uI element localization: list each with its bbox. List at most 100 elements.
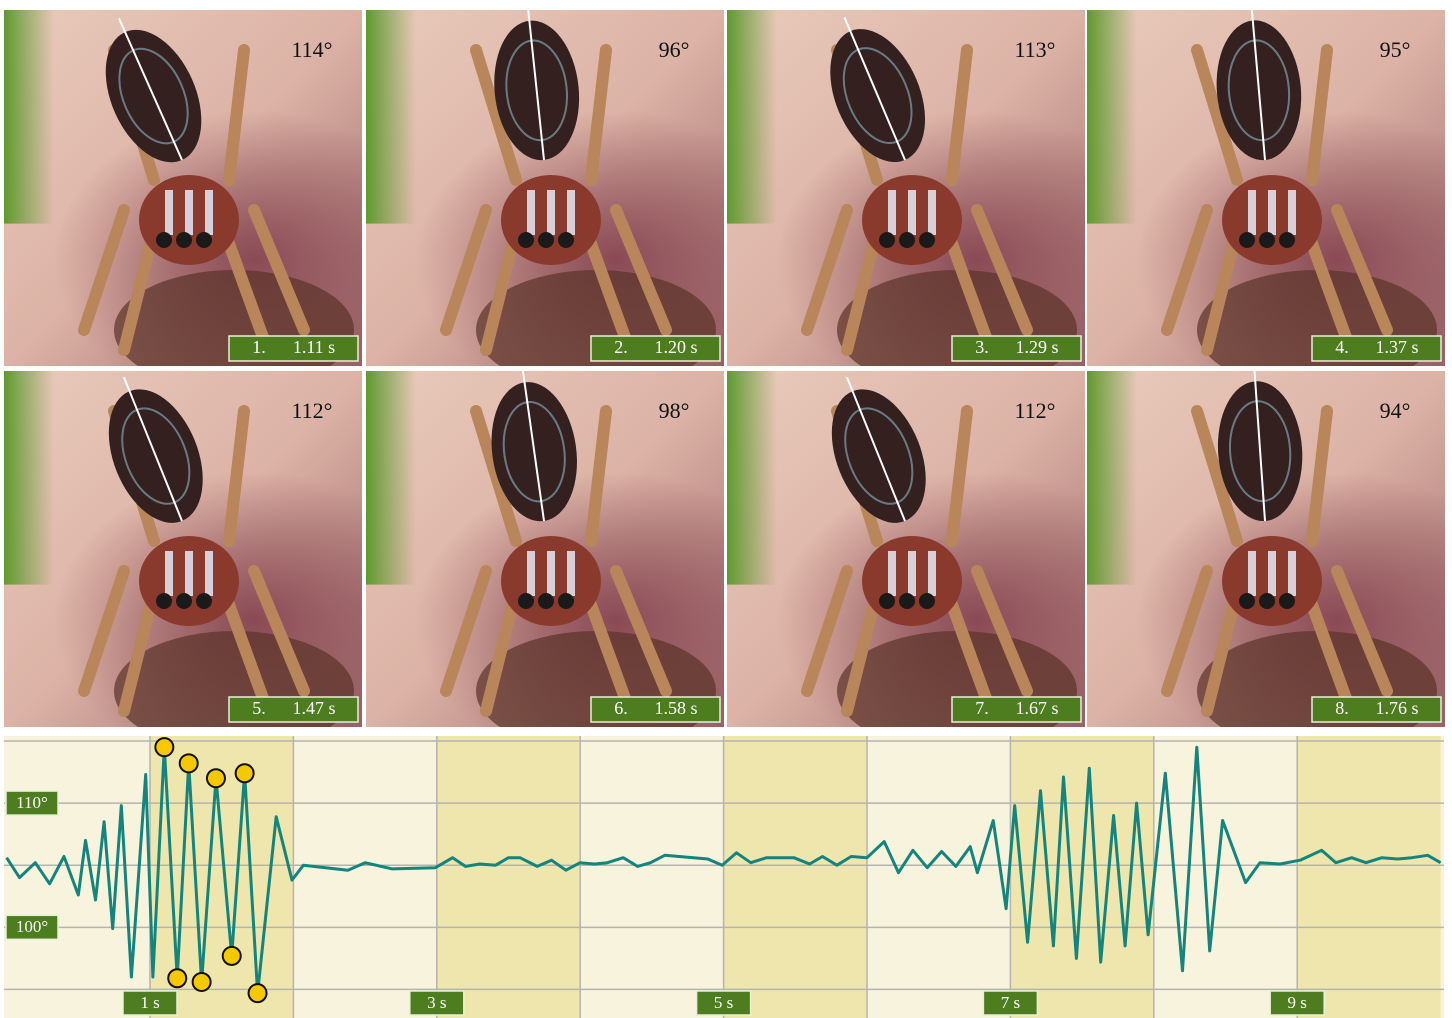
photo-stripe bbox=[205, 190, 213, 235]
photo-stripe bbox=[567, 190, 575, 235]
photo-stripe bbox=[1248, 190, 1256, 235]
highlight-marker bbox=[180, 754, 198, 772]
photo-bark bbox=[476, 631, 716, 751]
frame-number: 8. bbox=[1335, 698, 1349, 718]
photo-leaf bbox=[366, 371, 416, 585]
angle-label: 98° bbox=[659, 398, 690, 423]
photo-leaf bbox=[727, 371, 777, 585]
photo-eye bbox=[518, 232, 534, 248]
photo-bark bbox=[837, 631, 1077, 751]
angle-label: 114° bbox=[292, 37, 333, 62]
photo-bark bbox=[1197, 631, 1437, 751]
angle-label: 113° bbox=[1015, 37, 1056, 62]
photo-panel: 94° 8. 1.76 s bbox=[1087, 366, 1452, 771]
photo-stripe bbox=[567, 551, 575, 596]
photo-panel: 95°4.1.37 s bbox=[1087, 6, 1452, 410]
photo-stripe bbox=[547, 190, 555, 235]
photo-leaf bbox=[727, 10, 777, 224]
x-tick-label: 3 s bbox=[427, 993, 446, 1012]
photo-eye bbox=[1239, 232, 1255, 248]
frame-number: 4. bbox=[1335, 337, 1349, 357]
frame-time: 1.67 s bbox=[1015, 698, 1058, 718]
highlight-marker bbox=[223, 947, 241, 965]
frame-number: 6. bbox=[614, 698, 628, 718]
photo-stripe bbox=[928, 190, 936, 235]
photo-leaf bbox=[4, 371, 54, 585]
photo-eye bbox=[538, 593, 554, 609]
shaded-band bbox=[724, 736, 867, 1018]
photo-eye bbox=[1279, 232, 1295, 248]
photo-stripe bbox=[185, 551, 193, 596]
angle-label: 112° bbox=[292, 398, 333, 423]
photo-eye bbox=[899, 232, 915, 248]
photo-stripe bbox=[165, 190, 173, 235]
shaded-band bbox=[437, 736, 580, 1018]
photo-eye bbox=[1259, 232, 1275, 248]
photo-leaf bbox=[366, 10, 416, 224]
y-tick-label: 100° bbox=[16, 917, 48, 936]
x-tick-label: 5 s bbox=[714, 993, 733, 1012]
photo-eye bbox=[156, 232, 172, 248]
photo-stripe bbox=[1248, 551, 1256, 596]
photo-eye bbox=[879, 232, 895, 248]
photo-stripe bbox=[888, 551, 896, 596]
photo-stripe bbox=[527, 551, 535, 596]
photo-leaf bbox=[1087, 371, 1137, 585]
photo-stripe bbox=[1288, 551, 1296, 596]
angle-label: 112° bbox=[1015, 398, 1056, 423]
angle-label: 95° bbox=[1380, 37, 1411, 62]
photo-eye bbox=[538, 232, 554, 248]
photo-eye bbox=[156, 593, 172, 609]
frame-number: 7. bbox=[975, 698, 989, 718]
photo-stripe bbox=[908, 190, 916, 235]
photo-eye bbox=[1259, 593, 1275, 609]
frame-time: 1.76 s bbox=[1375, 698, 1418, 718]
angle-label: 94° bbox=[1380, 398, 1411, 423]
photo-eye bbox=[176, 593, 192, 609]
photo-eye bbox=[196, 232, 212, 248]
frame-time: 1.20 s bbox=[654, 337, 697, 357]
frame-time: 1.29 s bbox=[1015, 337, 1058, 357]
photo-stripe bbox=[928, 551, 936, 596]
frame-number: 5. bbox=[252, 698, 266, 718]
photo-eye bbox=[899, 593, 915, 609]
frame-time: 1.11 s bbox=[293, 337, 335, 357]
highlight-marker bbox=[207, 769, 225, 787]
highlight-marker bbox=[193, 973, 211, 991]
frame-number: 1. bbox=[252, 337, 266, 357]
photo-stripe bbox=[205, 551, 213, 596]
angle-label: 96° bbox=[659, 37, 690, 62]
photo-eye bbox=[919, 232, 935, 248]
photo-stripe bbox=[1268, 551, 1276, 596]
photo-eye bbox=[558, 232, 574, 248]
photo-leaf bbox=[1087, 10, 1137, 224]
photo-eye bbox=[919, 593, 935, 609]
highlight-marker bbox=[168, 969, 186, 987]
photo-eye bbox=[1279, 593, 1295, 609]
photo-stripe bbox=[527, 190, 535, 235]
x-tick-label: 9 s bbox=[1288, 993, 1307, 1012]
photo-stripe bbox=[888, 190, 896, 235]
highlight-marker bbox=[249, 984, 267, 1002]
photo-stripe bbox=[1288, 190, 1296, 235]
photo-stripe bbox=[165, 551, 173, 596]
frame-number: 3. bbox=[975, 337, 989, 357]
photo-eye bbox=[176, 232, 192, 248]
photo-stripe bbox=[547, 551, 555, 596]
photo-stripe bbox=[1268, 190, 1276, 235]
x-tick-label: 7 s bbox=[1001, 993, 1020, 1012]
photo-eye bbox=[558, 593, 574, 609]
highlight-marker bbox=[236, 764, 254, 782]
figure: 114°1.1.11 s96°2.1.20 s113°3.1.29 s95°4.… bbox=[0, 0, 1452, 1018]
photo-bark bbox=[114, 631, 354, 751]
photo-leaf bbox=[4, 10, 54, 224]
photo-stripe bbox=[908, 551, 916, 596]
y-tick-label: 110° bbox=[16, 793, 48, 812]
photo-eye bbox=[518, 593, 534, 609]
photo-eye bbox=[196, 593, 212, 609]
highlight-marker bbox=[155, 738, 173, 756]
photo-eye bbox=[879, 593, 895, 609]
frame-time: 1.47 s bbox=[292, 698, 335, 718]
photo-stripe bbox=[185, 190, 193, 235]
